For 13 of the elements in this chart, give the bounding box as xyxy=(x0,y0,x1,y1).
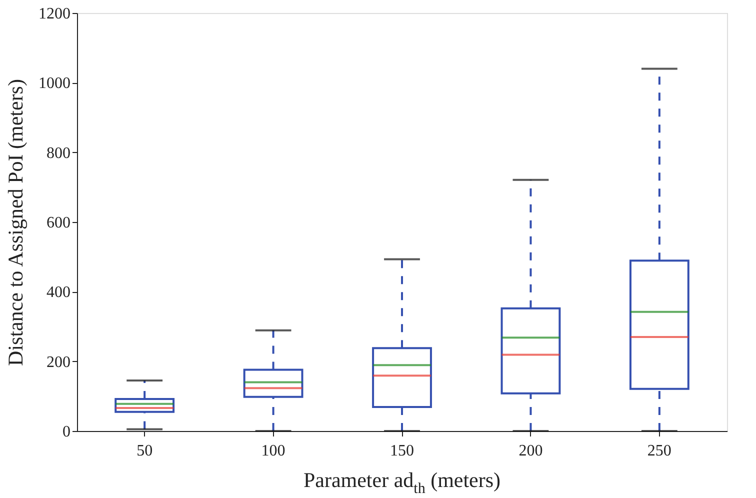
y-tick-label: 800 xyxy=(46,144,70,162)
y-tick-label: 200 xyxy=(46,354,70,371)
y-tick-label: 0 xyxy=(62,424,70,440)
y-tick-label: 400 xyxy=(46,284,70,302)
y-axis-title: Distance to Assigned PoI (meters) xyxy=(4,79,28,366)
x-tick-label: 200 xyxy=(518,442,543,460)
x-tick-label: 50 xyxy=(136,442,153,460)
x-tick-label: 150 xyxy=(390,442,414,460)
x-tick-label: 100 xyxy=(261,442,286,460)
y-tick-label: 1000 xyxy=(38,75,70,92)
y-tick-label: 1200 xyxy=(38,6,70,22)
y-tick-label: 600 xyxy=(46,214,70,232)
x-tick-label: 250 xyxy=(647,442,672,460)
